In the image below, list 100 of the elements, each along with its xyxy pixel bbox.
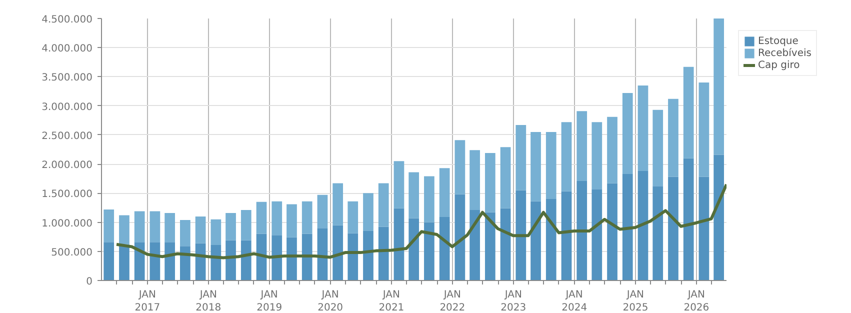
- bar: [454, 140, 466, 194]
- bar: [454, 194, 466, 280]
- x-tick-label: JAN 2020: [318, 290, 344, 313]
- bar: [226, 212, 236, 240]
- bar: [561, 191, 572, 280]
- bar: [317, 228, 328, 280]
- bar: [210, 219, 222, 245]
- bar: [150, 211, 160, 242]
- bar: [104, 209, 114, 242]
- bar: [530, 132, 541, 202]
- bar: [164, 212, 175, 242]
- y-tick-label: 2.500.000: [42, 130, 93, 142]
- bar: [408, 218, 420, 280]
- bar: [516, 125, 526, 190]
- bar: [500, 147, 511, 208]
- bar: [332, 225, 344, 280]
- bar: [363, 231, 374, 280]
- bar: [652, 186, 664, 280]
- bar: [195, 216, 206, 244]
- bar: [546, 198, 556, 280]
- bar: [638, 85, 648, 172]
- bar: [439, 217, 450, 280]
- y-tick-label: 2.000.000: [42, 160, 93, 172]
- bar: [302, 234, 312, 280]
- bar: [668, 98, 678, 177]
- y-tick-label: 500.000: [51, 247, 93, 258]
- bar: [272, 201, 282, 236]
- bar: [348, 233, 358, 280]
- bar: [484, 212, 496, 280]
- x-tick-label: JAN 2024: [562, 290, 588, 313]
- bar: [698, 176, 710, 280]
- bar: [530, 201, 541, 280]
- x-tick-label: JAN 2023: [500, 290, 526, 313]
- x-tick-label: JAN 2021: [378, 290, 404, 313]
- bar: [561, 122, 572, 192]
- bar: [363, 193, 374, 232]
- bar: [500, 208, 511, 280]
- bar: [240, 240, 252, 280]
- bar: [378, 226, 389, 280]
- bar: [698, 82, 710, 177]
- bar: [134, 242, 145, 280]
- legend-label: Cap giro: [758, 59, 800, 71]
- bar: [576, 111, 588, 181]
- bar: [424, 222, 434, 280]
- y-tick-label: 3.000.000: [42, 102, 93, 113]
- bar: [668, 176, 678, 280]
- bar: [272, 235, 282, 280]
- bar: [408, 172, 420, 218]
- bar: [439, 168, 450, 218]
- bar: [378, 183, 389, 227]
- y-tick-label: 1.000.000: [42, 218, 93, 230]
- bar: [546, 132, 556, 199]
- bar: [484, 152, 496, 212]
- bar: [470, 210, 480, 280]
- legend-label: Estoque: [758, 35, 798, 47]
- y-tick-label: 0: [86, 276, 93, 288]
- x-tick-label: JAN 2019: [256, 290, 282, 313]
- bar: [119, 244, 130, 280]
- bar: [652, 110, 664, 186]
- bar: [607, 183, 618, 280]
- bar: [180, 246, 190, 280]
- y-tick-label: 3.500.000: [42, 72, 93, 84]
- y-tick-label: 1.500.000: [42, 189, 93, 200]
- x-tick-label: JAN 2018: [196, 290, 222, 313]
- bar: [104, 242, 114, 280]
- bar: [622, 174, 633, 280]
- bar: [302, 201, 312, 234]
- bar: [348, 201, 358, 234]
- bar: [394, 208, 404, 280]
- bar: [286, 204, 297, 238]
- line-series: [115, 182, 726, 260]
- bar: [607, 116, 618, 184]
- bar: [592, 122, 602, 190]
- x-tick-label: JAN 2022: [440, 290, 466, 313]
- bar: [576, 180, 588, 280]
- bar: [714, 18, 724, 155]
- bar: [226, 240, 236, 280]
- bar: [134, 211, 145, 242]
- bar: [683, 158, 694, 280]
- y-tick-label: 4.500.000: [42, 14, 93, 26]
- bar: [256, 202, 267, 234]
- x-tick-label: JAN 2026: [684, 290, 710, 313]
- bar: [714, 154, 724, 280]
- bar: [622, 93, 633, 174]
- bar: [638, 171, 648, 280]
- legend-label: Recebíveis: [758, 47, 812, 59]
- bar: [164, 242, 175, 280]
- bar: [240, 210, 252, 240]
- bar: [210, 244, 222, 280]
- bar: [180, 220, 190, 246]
- bar: [332, 183, 344, 226]
- bar: [592, 189, 602, 280]
- bar: [516, 190, 526, 280]
- bar: [683, 66, 694, 158]
- bar: [119, 215, 130, 244]
- bar: [394, 161, 404, 208]
- bar: [317, 194, 328, 228]
- bar: [424, 176, 434, 222]
- x-tick-label: JAN 2025: [622, 290, 648, 313]
- bar: [470, 150, 480, 210]
